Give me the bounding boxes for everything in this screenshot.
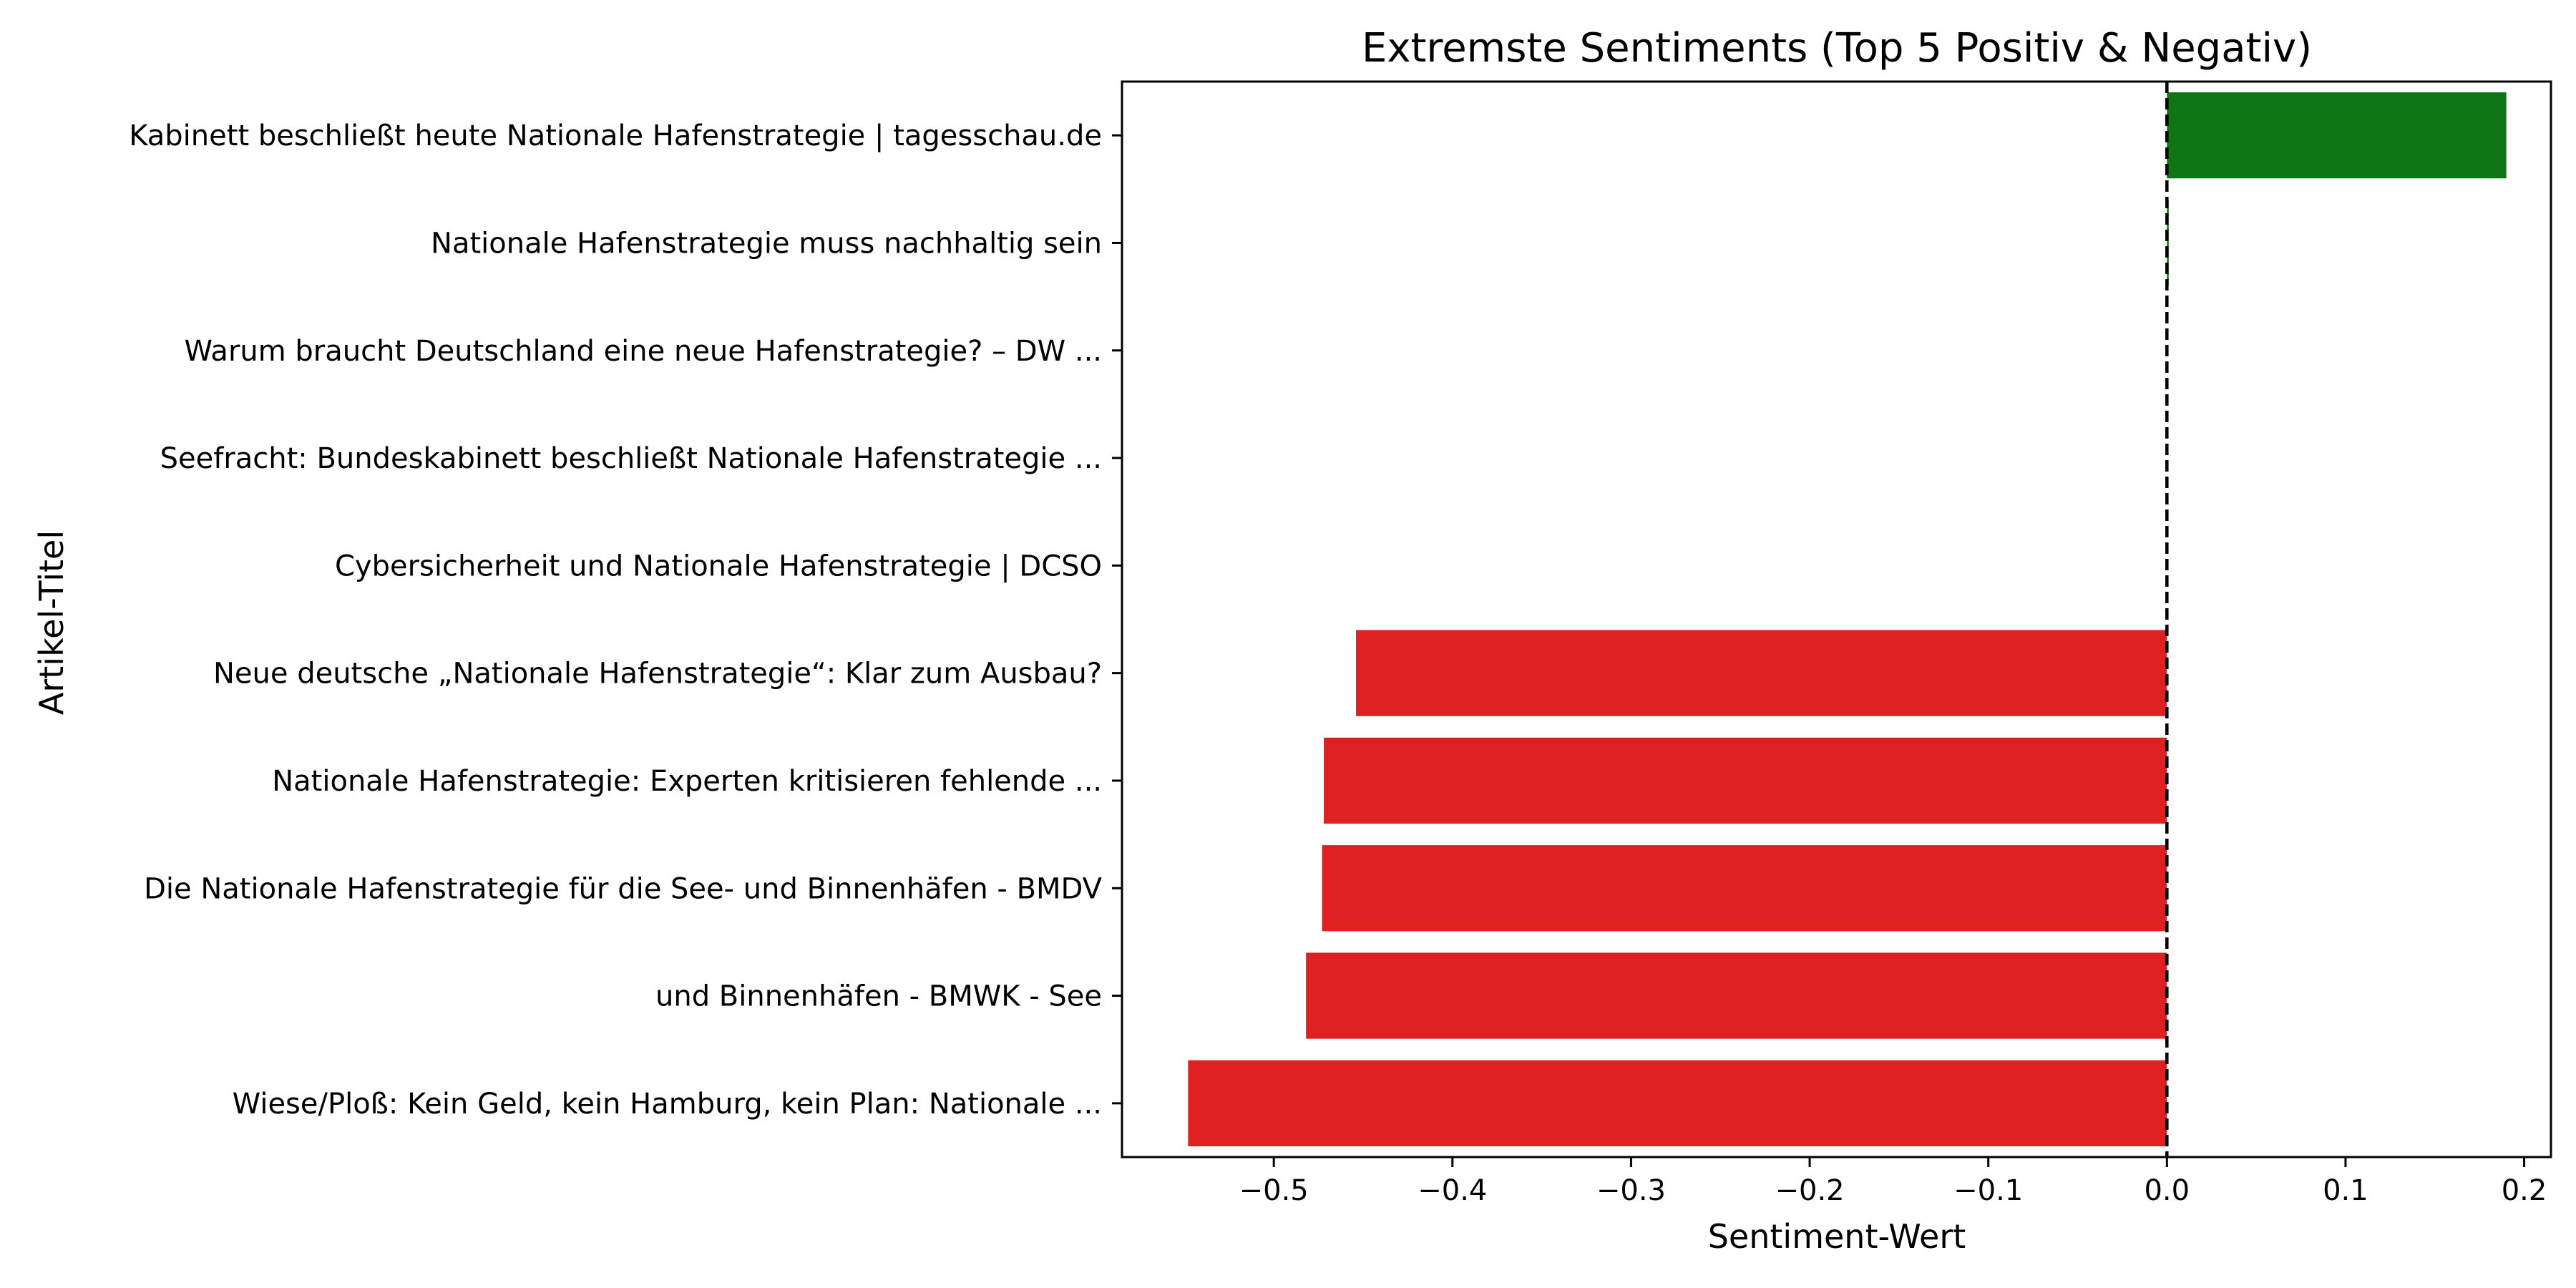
x-tick-label: −0.2 [1775, 1174, 1844, 1207]
bar [2167, 92, 2507, 179]
x-tick-label: 0.2 [2502, 1174, 2547, 1207]
y-tick-label: und Binnenhäfen - BMWK - See [655, 980, 1102, 1013]
x-tick-label: −0.4 [1418, 1174, 1487, 1207]
x-tick-label: −0.1 [1953, 1174, 2023, 1207]
y-tick-label: Nationale Hafenstrategie muss nachhaltig… [431, 227, 1102, 260]
bar [1188, 1060, 2167, 1146]
y-tick-label: Seefracht: Bundeskabinett beschließt Nat… [160, 442, 1102, 475]
bar [1306, 952, 2167, 1039]
x-tick-label: −0.5 [1239, 1174, 1309, 1207]
y-tick-label: Wiese/Ploß: Kein Geld, kein Hamburg, kei… [233, 1088, 1102, 1121]
bar [1322, 845, 2167, 932]
bar [1356, 630, 2167, 716]
x-tick-label: 0.1 [2323, 1174, 2368, 1207]
y-tick-label: Nationale Hafenstrategie: Experten kriti… [272, 765, 1102, 798]
bars-group [1188, 92, 2507, 1146]
y-tick-label: Die Nationale Hafenstrategie für die See… [144, 872, 1103, 905]
chart-title: Extremste Sentiments (Top 5 Positiv & Ne… [1362, 25, 2312, 72]
y-tick-label: Kabinett beschließt heute Nationale Hafe… [129, 119, 1102, 152]
y-tick-label: Neue deutsche „Nationale Hafenstrategie“… [213, 658, 1102, 691]
y-axis-label: Artikel-Titel [32, 530, 71, 715]
y-axis: Kabinett beschließt heute Nationale Hafe… [129, 119, 1122, 1121]
x-axis-label: Sentiment-Wert [1708, 1217, 1966, 1256]
plot-frame [1121, 80, 2552, 1158]
y-tick-label: Warum braucht Deutschland eine neue Hafe… [184, 335, 1102, 368]
bar [1324, 737, 2167, 824]
x-axis: −0.5 −0.4 −0.3 −0.2 −0.1 0.0 0.1 0.2 [1239, 1157, 2547, 1207]
x-tick-label: −0.3 [1596, 1174, 1666, 1207]
bar [2167, 200, 2169, 286]
y-tick-label: Cybersicherheit und Nationale Hafenstrat… [335, 550, 1102, 582]
x-tick-label: 0.0 [2144, 1174, 2190, 1207]
